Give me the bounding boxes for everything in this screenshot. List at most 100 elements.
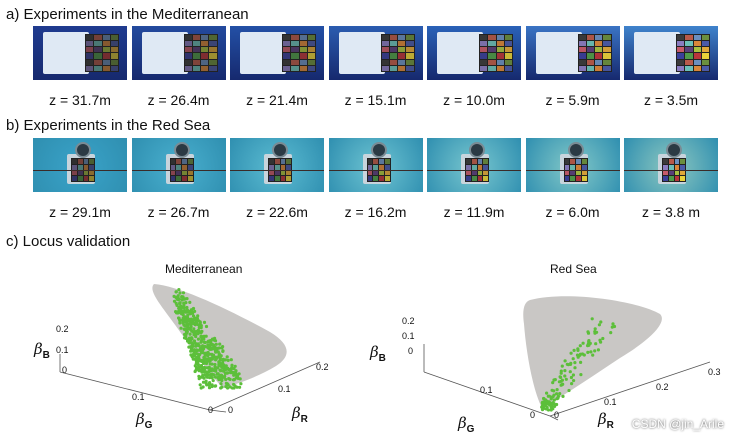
data-point xyxy=(193,369,197,374)
data-point xyxy=(204,351,208,355)
data-point xyxy=(193,364,197,368)
plot-mediterranean xyxy=(59,284,321,413)
data-point xyxy=(194,335,198,339)
mediterranean-photo-7 xyxy=(624,26,718,80)
data-point xyxy=(181,313,185,317)
data-point xyxy=(211,379,215,383)
data-point xyxy=(205,374,209,378)
data-point xyxy=(556,394,560,398)
data-point xyxy=(216,350,220,354)
depth-label: z = 11.9m xyxy=(443,204,505,220)
data-point xyxy=(237,372,241,376)
tick-bG-0: 0.1 xyxy=(132,392,145,402)
depth-gauge xyxy=(666,142,682,158)
data-point xyxy=(568,370,572,374)
axis-line xyxy=(423,371,551,417)
data-point xyxy=(185,297,189,301)
data-point xyxy=(186,313,190,317)
data-point xyxy=(234,373,239,377)
data-point xyxy=(559,375,563,379)
data-point xyxy=(234,369,238,373)
data-point xyxy=(177,288,181,292)
data-point xyxy=(611,322,615,326)
axis-line xyxy=(59,371,211,411)
data-point xyxy=(228,377,232,381)
data-point xyxy=(212,368,216,373)
data-point xyxy=(199,324,203,328)
tick-rb-0: 0.2 xyxy=(402,316,415,326)
data-point xyxy=(205,366,209,370)
data-point xyxy=(198,353,202,357)
data-point xyxy=(200,369,204,373)
data-point xyxy=(202,320,207,324)
data-point xyxy=(210,357,214,361)
data-point xyxy=(558,392,562,396)
redsea-image-strip xyxy=(33,138,723,192)
data-point xyxy=(546,408,551,412)
depth-gauge xyxy=(75,142,91,158)
data-point xyxy=(213,384,217,388)
data-point xyxy=(220,385,224,389)
data-point xyxy=(234,376,238,380)
data-point xyxy=(573,361,577,365)
data-point xyxy=(190,354,194,358)
axis-label-beta-r: βR xyxy=(292,404,308,425)
data-point xyxy=(177,297,181,301)
data-point xyxy=(218,342,222,346)
data-point xyxy=(589,350,593,354)
data-point xyxy=(543,404,547,408)
tick-rr-origin: 0 xyxy=(554,410,560,420)
data-point xyxy=(219,368,223,372)
data-point xyxy=(559,369,563,373)
depth-gauge xyxy=(173,142,190,158)
data-point xyxy=(192,327,196,331)
data-point xyxy=(586,350,590,354)
data-point xyxy=(226,358,230,362)
mediterranean-photo-6 xyxy=(525,26,620,80)
data-point xyxy=(188,327,192,331)
data-point xyxy=(230,363,234,367)
data-point xyxy=(561,382,565,386)
data-point xyxy=(191,314,196,318)
data-point xyxy=(232,378,236,382)
redsea-photo-6 xyxy=(525,138,620,192)
depth-label: z = 29.1m xyxy=(49,204,111,220)
data-point xyxy=(209,339,213,344)
data-point xyxy=(184,334,188,338)
data-point xyxy=(188,300,192,304)
data-point xyxy=(199,363,203,368)
data-point xyxy=(172,294,176,298)
data-point xyxy=(229,368,233,372)
calibration-board xyxy=(634,32,680,74)
depth-label: z = 6.0m xyxy=(545,204,600,220)
tick-bB-2: 0 xyxy=(62,365,68,375)
section-b-title: b) Experiments in the Red Sea xyxy=(6,117,211,134)
data-point xyxy=(573,366,577,370)
locus-region xyxy=(523,296,662,408)
color-checker xyxy=(676,34,710,72)
data-point xyxy=(207,383,211,387)
data-point xyxy=(196,332,200,336)
data-point xyxy=(196,314,200,318)
section-a-title: a) Experiments in the Mediterranean xyxy=(6,6,249,23)
mediterranean-photo-1 xyxy=(33,26,127,80)
tick-rr-0: 0.1 xyxy=(604,397,617,407)
depth-gauge xyxy=(469,142,485,158)
data-point xyxy=(176,294,180,298)
data-point xyxy=(195,355,199,359)
data-point xyxy=(190,341,194,345)
redsea-photo-7 xyxy=(624,138,718,192)
data-point xyxy=(207,386,212,390)
data-point xyxy=(177,316,181,321)
data-point xyxy=(557,380,561,384)
section-c-title: c) Locus validation xyxy=(6,233,131,250)
data-point xyxy=(238,377,242,381)
redsea-photo-4 xyxy=(328,138,423,192)
data-point xyxy=(232,367,236,371)
calibration-board xyxy=(437,32,483,74)
data-point xyxy=(232,373,236,377)
data-point xyxy=(195,316,199,321)
data-point xyxy=(220,346,224,350)
data-point xyxy=(550,388,554,392)
data-point xyxy=(194,349,198,353)
